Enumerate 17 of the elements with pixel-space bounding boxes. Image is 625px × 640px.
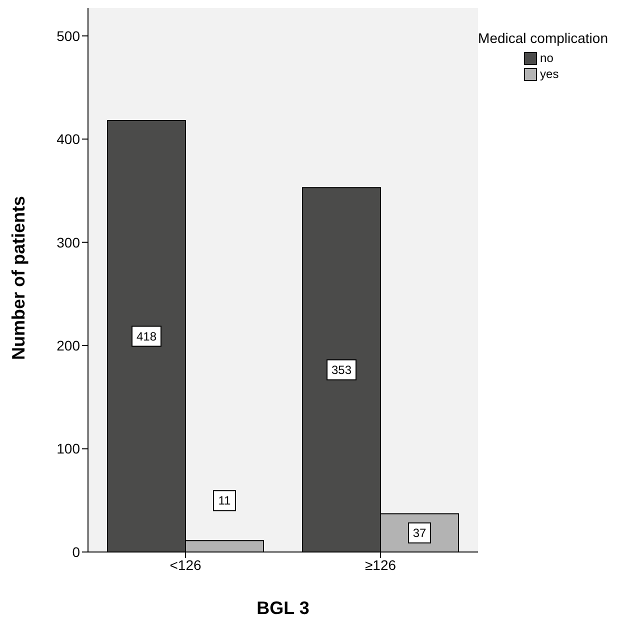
y-tick-label: 200 <box>56 338 80 354</box>
legend-title: Medical complication <box>478 30 608 46</box>
y-axis-title: Number of patients <box>8 196 28 360</box>
data-label: 418 <box>136 329 157 344</box>
x-tick-label: ≥126 <box>365 556 396 573</box>
y-tick-label: 400 <box>56 131 80 148</box>
data-label: 37 <box>412 526 427 540</box>
legend-label: yes <box>539 66 560 82</box>
y-tick-label: 100 <box>56 440 80 457</box>
y-tick-label: 300 <box>56 234 80 250</box>
y-tick-label: 500 <box>56 28 80 44</box>
data-label: 353 <box>332 362 352 377</box>
legend-label: no <box>539 50 554 66</box>
x-axis-title: BGL 3 <box>256 598 310 618</box>
data-label: 11 <box>218 494 232 508</box>
x-tick-label: <126 <box>170 556 202 573</box>
y-tick-label: 0 <box>72 544 80 560</box>
